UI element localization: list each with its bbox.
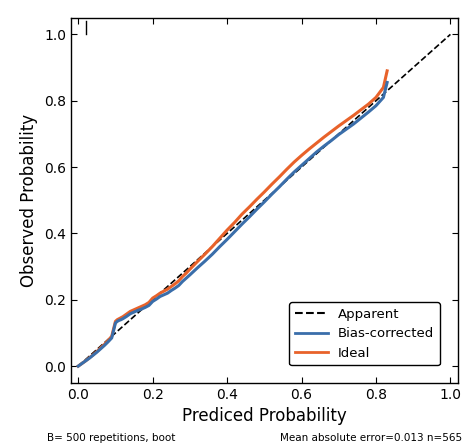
Text: Mean absolute error=0.013 n=565: Mean absolute error=0.013 n=565 <box>280 433 463 443</box>
X-axis label: Prediced Probability: Prediced Probability <box>182 407 347 425</box>
Text: B= 500 repetitions, boot: B= 500 repetitions, boot <box>47 433 176 443</box>
Y-axis label: Observed Probability: Observed Probability <box>20 113 38 287</box>
Legend: Apparent, Bias-corrected, Ideal: Apparent, Bias-corrected, Ideal <box>289 303 439 365</box>
